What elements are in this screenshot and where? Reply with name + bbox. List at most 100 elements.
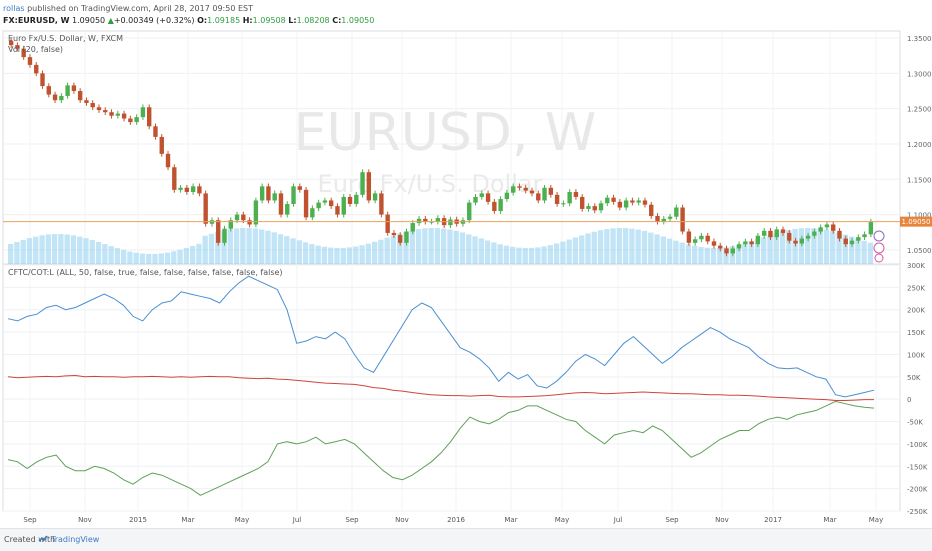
candle-body — [498, 199, 503, 212]
volume-bar — [208, 233, 215, 264]
volume-bar — [547, 245, 554, 264]
candle-body — [341, 196, 346, 215]
candle-body — [793, 240, 798, 244]
last-price: 1.09050 — [72, 16, 106, 25]
candle-body — [153, 126, 158, 137]
volume-bar — [422, 228, 428, 264]
volume-bar — [20, 239, 26, 264]
volume-bar — [415, 229, 422, 264]
candle-body — [473, 196, 478, 203]
candle-body — [316, 202, 321, 209]
volume-bar — [158, 253, 164, 264]
dividend-event-icon[interactable] — [873, 230, 885, 242]
tradingview-brand-link[interactable]: TradingView — [51, 535, 100, 544]
volume-bar — [566, 239, 572, 264]
volume-bar — [183, 247, 190, 264]
time-tick-label: Mar — [823, 516, 836, 524]
time-tick-label: 2017 — [764, 516, 782, 524]
candle-body — [655, 215, 660, 222]
volume-bar — [290, 238, 296, 264]
candle-body — [228, 220, 233, 229]
open-value: 1.09185 — [207, 16, 241, 25]
volume-bar — [227, 229, 233, 264]
candle-body — [529, 190, 535, 194]
price-legend-title: Euro Fx/U.S. Dollar, W, FXCM — [8, 34, 123, 43]
candle-body — [573, 191, 579, 197]
volume-bar — [33, 236, 39, 264]
price-tick-label: 1.10000 — [907, 212, 932, 220]
volume-bar — [761, 237, 767, 264]
time-axis[interactable]: Sep Nov 2015 Mar May Jul Sep Nov 2016 Mar May Jul Se… — [23, 516, 883, 524]
volume-bar — [202, 235, 208, 264]
volume-bar — [428, 228, 434, 264]
candle-body — [398, 235, 403, 243]
volume-bar — [328, 247, 334, 264]
candle-body — [674, 207, 679, 217]
candle-body — [121, 113, 127, 119]
volume-bar — [77, 236, 83, 264]
volume-legend: Vol (20, false) — [8, 45, 63, 54]
volume-bar — [334, 247, 340, 264]
volume-bar — [108, 246, 114, 264]
candle-body — [310, 208, 315, 218]
candle-body — [109, 112, 114, 116]
candle-body — [391, 232, 397, 236]
candle-body — [667, 216, 673, 219]
volume-bar — [434, 228, 441, 264]
candle-body — [404, 231, 409, 243]
cot-tick-label: 200K — [907, 307, 925, 315]
volume-bar — [654, 234, 660, 264]
time-tick-label: Jul — [613, 516, 623, 524]
candle-body — [297, 186, 303, 190]
volume-bar — [441, 228, 447, 264]
volume-bar — [265, 230, 271, 264]
candle-body — [749, 241, 754, 245]
volume-bar — [346, 247, 353, 264]
candle-body — [216, 220, 221, 243]
earnings-event-icon[interactable] — [873, 242, 885, 254]
volume-bar — [811, 228, 817, 264]
volume-bar — [340, 247, 346, 264]
candle-body — [278, 193, 284, 215]
candle-body — [536, 193, 541, 201]
candle-body — [291, 186, 296, 204]
volume-bar — [240, 228, 246, 264]
price-axis[interactable]: 1.35000 1.30000 1.25000 1.20000 1.15000 1.100… — [907, 35, 932, 255]
candle-body — [197, 186, 202, 194]
volume-bar — [271, 232, 277, 264]
volume-bar — [635, 229, 641, 264]
candle-body — [385, 214, 390, 233]
cot-pane[interactable] — [2, 264, 901, 512]
cot-tick-label: 100K — [907, 351, 925, 359]
candle-body — [40, 73, 45, 87]
volume-bar — [127, 251, 133, 264]
cot-legend: CFTC/COT:L (ALL, 50, false, true, false,… — [8, 268, 283, 277]
candle-body — [736, 244, 742, 249]
symbol-line: FX:EURUSD, W 1.09050 ▲+0.00349 (+0.32%) … — [3, 15, 374, 26]
candle-body — [837, 230, 842, 239]
candle-body — [686, 231, 692, 243]
candle-body — [517, 186, 522, 188]
candle-body — [856, 237, 861, 241]
current-price-badge — [900, 216, 932, 227]
candle-body — [96, 107, 102, 111]
candle-body — [617, 201, 623, 208]
candle-body — [303, 189, 309, 218]
volume-bar — [735, 244, 742, 264]
chart-area[interactable]: EURUSD, W Euro Fx/U.S. Dollar 1.350001.3… — [0, 0, 932, 528]
volume-bar — [70, 235, 77, 264]
volume-bar — [95, 241, 102, 264]
volume-bar — [742, 243, 748, 264]
grid-lines — [3, 31, 900, 512]
volume-bar — [861, 240, 867, 264]
volume-bar — [710, 247, 717, 264]
candle-body — [8, 40, 14, 46]
candle-body — [561, 203, 566, 205]
volume-bar — [622, 228, 629, 264]
candle-body — [699, 235, 704, 240]
author-link[interactable]: rollas — [3, 4, 25, 13]
volume-bar — [152, 253, 158, 264]
volume-bar — [629, 228, 635, 264]
split-event-icon[interactable] — [874, 253, 884, 263]
cot-axis[interactable]: 300K 250K 200K 150K 100K 50K 0 -50K -100K -150K -2… — [907, 262, 928, 516]
